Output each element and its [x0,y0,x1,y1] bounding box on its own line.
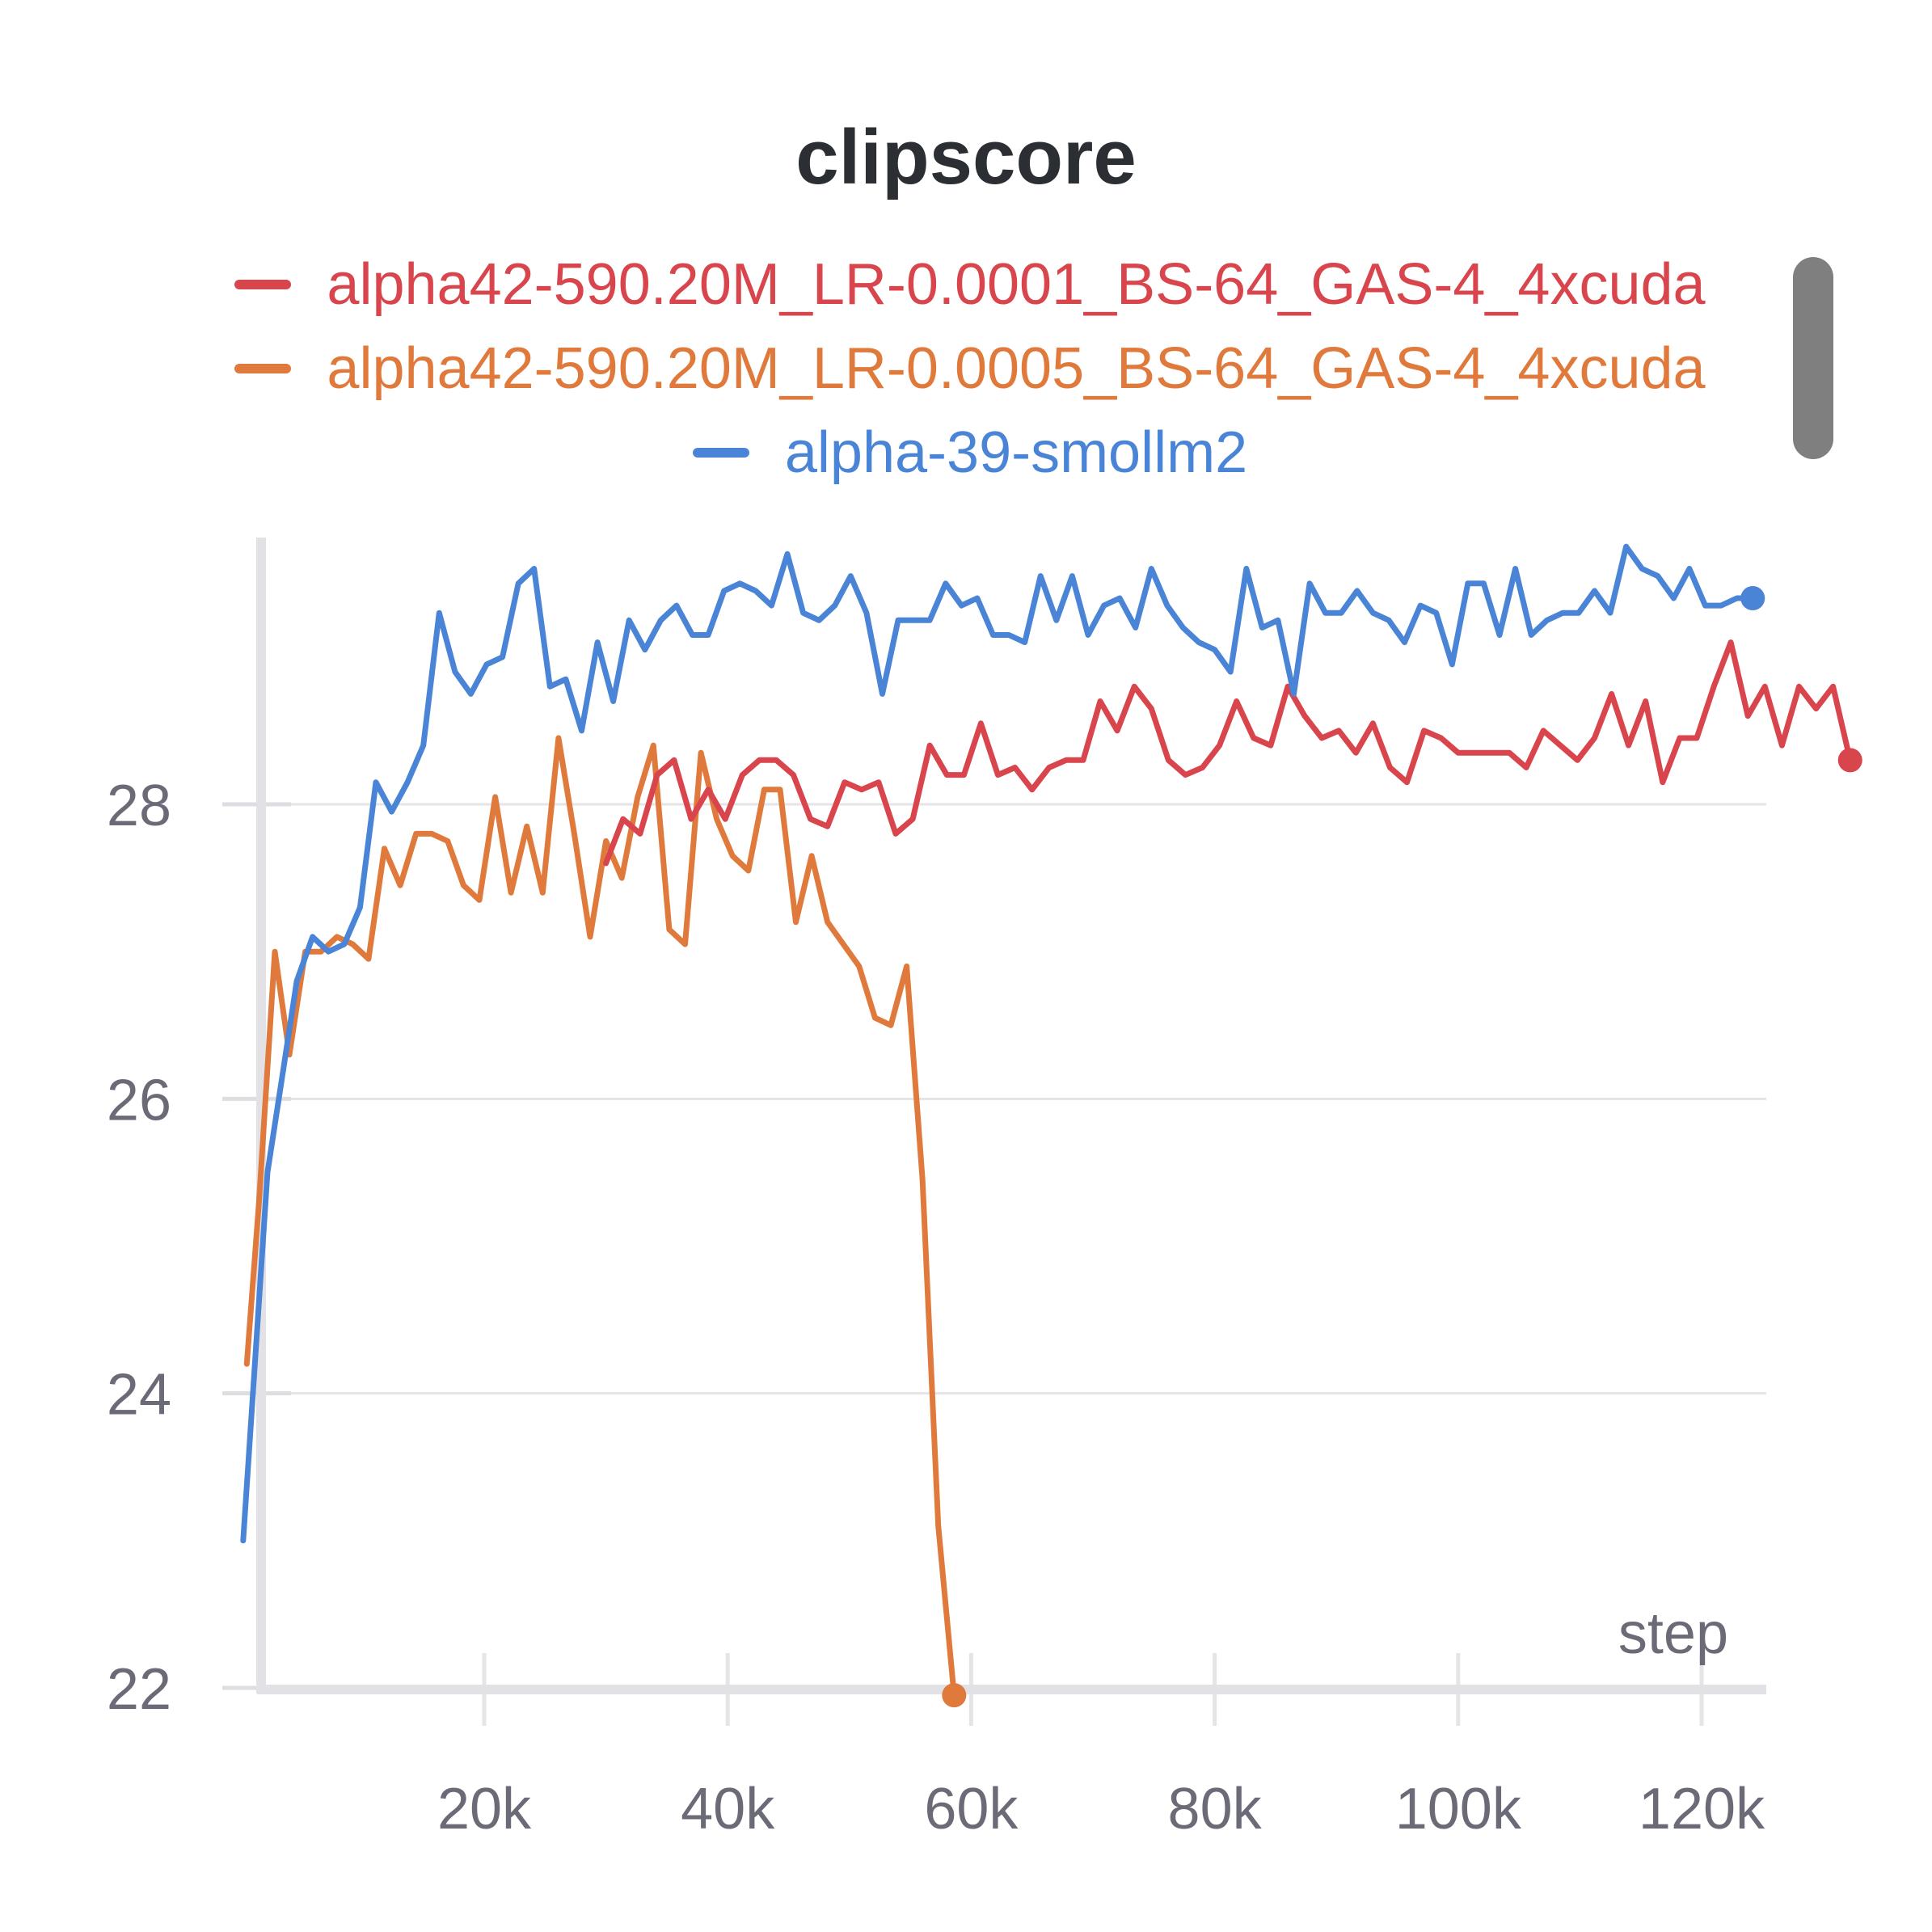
legend-swatch-smollm2 [692,448,749,458]
y-tick-label: 28 [107,774,171,838]
y-tick-label: 24 [107,1363,171,1428]
x-axis-title: step [1618,1601,1728,1666]
legend-label-lr-0005: alpha42-590.20M_LR-0.0005_BS-64_GAS-4_4x… [327,336,1706,401]
x-tick-label: 60k [924,1777,1019,1841]
series-end-marker-2[interactable] [1740,585,1765,610]
legend-label-smollm2: alpha-39-smollm2 [784,420,1248,485]
legend-item-smollm2[interactable]: alpha-39-smollm2 [162,411,1778,495]
legend-label-lr-0001: alpha42-590.20M_LR-0.0001_BS-64_GAS-4_4x… [327,252,1706,317]
legend-item-lr-0005[interactable]: alpha42-590.20M_LR-0.0005_BS-64_GAS-4_4x… [162,327,1778,411]
x-tick-label: 20k [437,1777,532,1841]
y-tick-label: 26 [107,1068,171,1133]
chart-title: clipscore [795,114,1137,200]
x-tick-label: 100k [1395,1777,1522,1841]
series-line-0[interactable] [603,639,1854,867]
x-tick-label: 80k [1168,1777,1263,1841]
y-tick-label: 22 [107,1657,171,1722]
legend-scrollbar[interactable] [1793,257,1833,459]
legend-item-lr-0001[interactable]: alpha42-590.20M_LR-0.0001_BS-64_GAS-4_4x… [162,243,1778,327]
series-line-2[interactable] [240,543,1756,1544]
series-end-marker-1[interactable] [942,1683,967,1708]
legend: alpha42-590.20M_LR-0.0001_BS-64_GAS-4_4x… [162,243,1778,495]
legend-swatch-lr-0005 [234,364,292,373]
series-line-1[interactable] [243,735,957,1698]
x-tick-label: 120k [1639,1777,1765,1841]
legend-swatch-lr-0001 [234,280,292,289]
x-tick-label: 40k [681,1777,775,1841]
series-end-marker-0[interactable] [1837,748,1862,773]
